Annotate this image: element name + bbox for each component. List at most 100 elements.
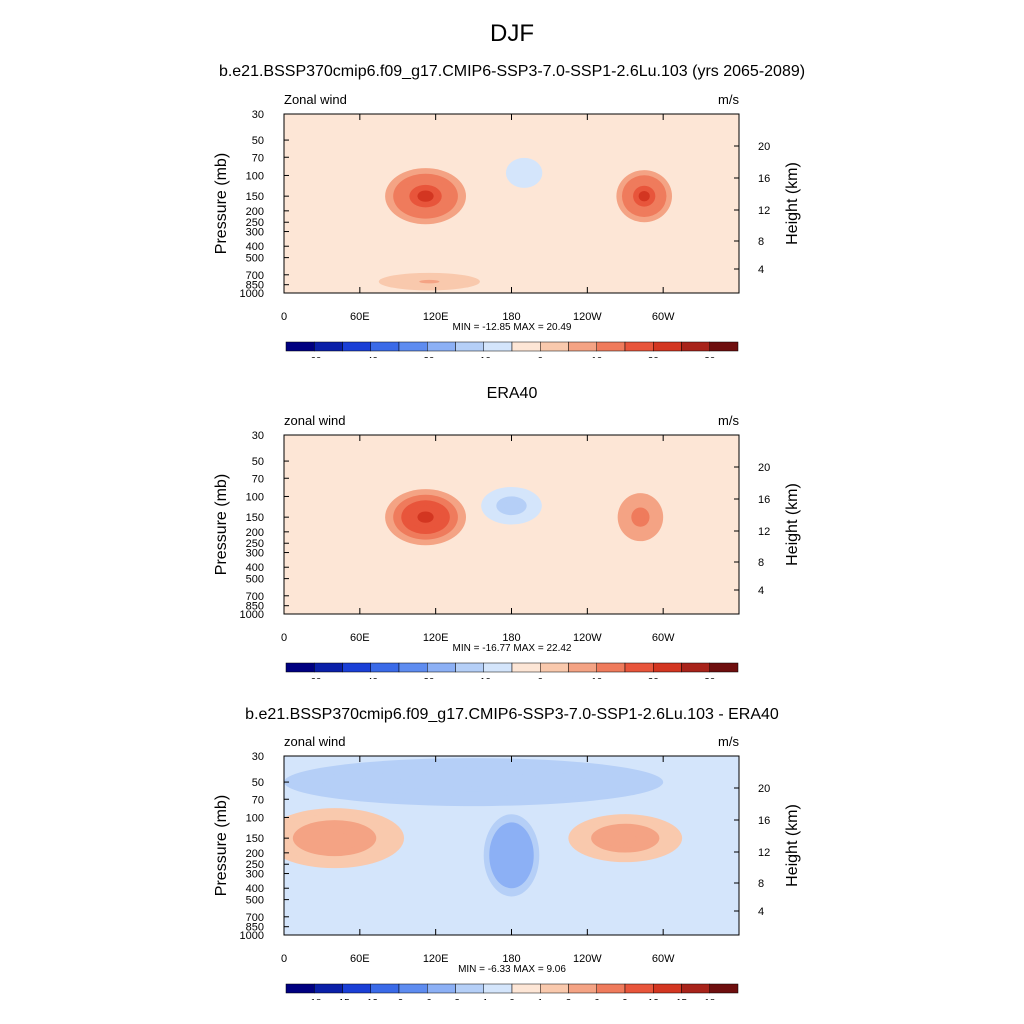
y-tick-label: 400 [246,883,264,895]
mask-top [284,730,739,756]
y2-axis-title: Height (km) [784,804,801,887]
contour-feature [417,190,434,202]
colorbar-box [709,662,739,673]
colorbar-label: -6 [423,998,432,1000]
colorbar-box [427,341,456,352]
mask-top [284,88,739,114]
y2-tick-label: 4 [758,906,764,918]
y-tick-label: 50 [252,777,264,789]
colorbar-label: 15 [676,998,688,1000]
y-tick-label: 300 [246,869,264,881]
colorbar-box [681,983,710,994]
colorbar-label: -10 [477,677,492,679]
min-max-stats: MIN = -6.33 MAX = 9.06 [458,964,566,975]
colorbar-label: -12 [364,998,379,1000]
y2-tick-label: 12 [758,526,770,538]
y-axis-title: Pressure (mb) [213,795,230,896]
colorbar-box [624,983,654,994]
contour-feature [638,190,650,202]
panel-units-label-text: m/s [718,92,739,107]
x-tick-label: 120W [573,953,602,965]
colorbar-label: 0 [537,356,543,358]
colorbar-box [540,983,569,994]
colorbar-box [624,662,654,673]
colorbar-label: 20 [648,356,660,358]
panel-units-label-text: m/s [718,734,739,749]
colorbar-box [370,662,400,673]
x-tick-label: 60E [350,311,370,323]
y-tick-label: 70 [252,473,264,485]
colorbar-box [285,662,315,673]
y2-tick-label: 16 [758,494,770,506]
contour-feature [587,600,613,605]
y-tick-label: 700 [246,270,264,282]
mask-right [739,88,1024,358]
y-tick-label: 150 [246,191,264,203]
contour-feature [321,548,348,557]
x-tick-label: 60W [652,953,675,965]
y2-tick-label: 20 [758,783,770,795]
y-tick-label: 250 [246,217,264,229]
y-tick-label: 1000 [240,288,264,300]
x-tick-label: 60W [652,311,675,323]
colorbar-label: -20 [420,356,435,358]
y-tick-label: 400 [246,241,264,253]
y2-tick-label: 8 [758,557,764,569]
y2-tick-label: 16 [758,173,770,185]
y2-tick-label: 20 [758,462,770,474]
colorbar-label: -15 [335,998,350,1000]
y-tick-label: 500 [246,253,264,265]
x-tick-label: 0 [281,632,287,644]
colorbar-label: -20 [420,677,435,679]
y-tick-label: 850 [246,601,264,613]
colorbar-label: 0 [509,998,515,1000]
mask-top [284,409,739,435]
colorbar-box [342,341,371,352]
y2-axis-title: Height (km) [784,483,801,566]
y-axis-title: Pressure (mb) [213,153,230,254]
colorbar-box [314,341,343,352]
colorbar-box [370,983,400,994]
min-max-stats: MIN = -12.85 MAX = 20.49 [453,322,572,333]
y-tick-label: 250 [246,859,264,871]
contour-feature [587,279,613,284]
y-tick-label: 200 [246,848,264,860]
x-tick-label: 180 [502,311,520,323]
colorbar-box [455,983,484,994]
y-tick-label: 50 [252,135,264,147]
colorbar-label: 10 [591,356,603,358]
y2-tick-label: 16 [758,815,770,827]
colorbar-box [398,983,428,994]
colorbar-label: -18 [307,998,322,1000]
x-tick-label: 60W [652,632,675,644]
y-tick-label: 70 [252,152,264,164]
colorbar-label: 18 [704,998,716,1000]
colorbar-box [653,662,682,673]
colorbar-box [568,662,597,673]
x-tick-label: 120E [423,311,449,323]
y-tick-label: 30 [252,109,264,121]
y-tick-label: 100 [246,812,264,824]
colorbar-label: 10 [591,677,603,679]
colorbar-label: -9 [395,998,404,1000]
colorbar-label: -3 [451,998,460,1000]
contour-feature [518,167,531,178]
contour-feature [419,279,440,284]
colorbar-box [568,341,597,352]
panel-title-era40: ERA40 [486,385,538,402]
colorbar-label: 3 [566,998,572,1000]
colorbar-label: -1 [479,998,488,1000]
colorbar-box [483,983,513,994]
y-tick-label: 250 [246,538,264,550]
colorbar-box [568,983,597,994]
x-tick-label: 180 [502,632,520,644]
panel-units-label-text: m/s [718,413,739,428]
contour-feature [320,832,349,845]
colorbar-label: 20 [648,677,660,679]
colorbar-box [455,662,484,673]
panel-left-label-text: Zonal wind [284,92,347,107]
colorbar-label: -10 [477,356,492,358]
